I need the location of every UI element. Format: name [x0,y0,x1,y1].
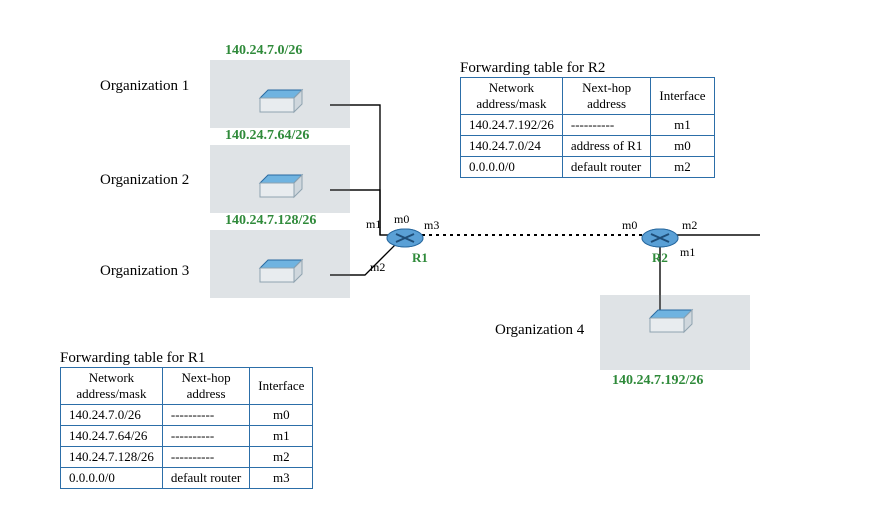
r2-table: Networkaddress/mask Next-hopaddress Inte… [460,77,715,178]
org2-label: Organization 2 [100,172,189,189]
diagram-stage: Organization 1 Organization 2 Organizati… [60,60,812,490]
r2-h2: Next-hopaddress [562,78,651,115]
r2-m2: m2 [682,218,697,233]
org3-label: Organization 3 [100,263,189,280]
r2-h1: Networkaddress/mask [461,78,563,115]
table-row: 140.24.7.128/26----------m2 [61,447,313,468]
table-row: 140.24.7.192/26----------m1 [461,115,715,136]
table-row: 140.24.7.64/26----------m1 [61,426,313,447]
r2-h3: Interface [651,78,714,115]
r1-label: R1 [412,250,428,266]
r1-m2: m2 [370,260,385,275]
r2-table-wrap: Forwarding table for R2 Networkaddress/m… [460,60,715,178]
org2-net: 140.24.7.64/26 [225,128,309,144]
r2-m1: m1 [680,245,695,260]
org1-net: 140.24.7.0/26 [225,43,302,59]
r1-h3: Interface [250,368,313,405]
org4-net: 140.24.7.192/26 [612,373,703,389]
org1-label: Organization 1 [100,78,189,95]
table-row: 0.0.0.0/0default routerm2 [461,157,715,178]
org4-label: Organization 4 [495,322,584,339]
org3-net: 140.24.7.128/26 [225,213,316,229]
r1-table: Networkaddress/mask Next-hopaddress Inte… [60,367,313,489]
r1-m0: m0 [394,212,409,227]
r1-table-title: Forwarding table for R1 [60,350,313,367]
r2-label: R2 [652,250,668,266]
r1-table-wrap: Forwarding table for R1 Networkaddress/m… [60,350,313,489]
r1-m1: m1 [366,217,381,232]
r1-m3: m3 [424,218,439,233]
r2-table-title: Forwarding table for R2 [460,60,715,77]
table-row: 140.24.7.0/24address of R1m0 [461,136,715,157]
r1-h1: Networkaddress/mask [61,368,163,405]
table-row: 0.0.0.0/0default routerm3 [61,468,313,489]
table-row: 140.24.7.0/26----------m0 [61,405,313,426]
r2-m0: m0 [622,218,637,233]
r1-h2: Next-hopaddress [162,368,249,405]
